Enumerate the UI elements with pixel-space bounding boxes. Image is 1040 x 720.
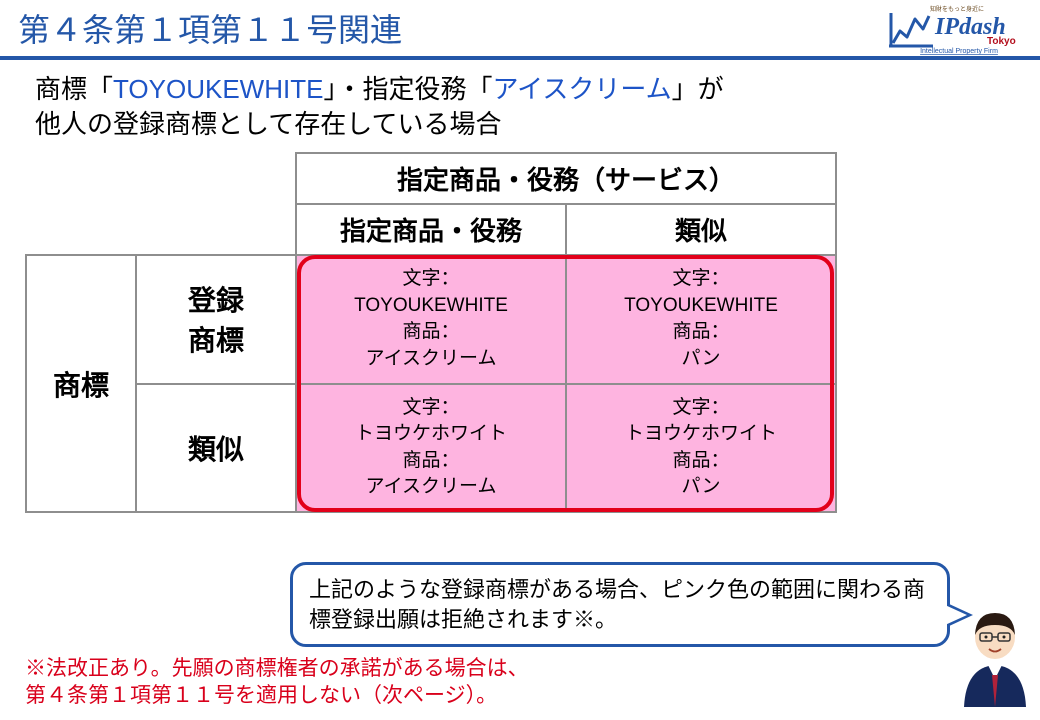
brand-logo: 知財をもっと身近に IPdash Tokyo Intellectual Prop… [885,1,1030,56]
comparison-table-wrap: 指定商品・役務（サービス） 指定商品・役務 類似 商標 登録 商標 文字： TO… [25,152,835,513]
cell-moji-label: 文字： [402,397,459,418]
table-cell: 文字： TOYOUKEWHITE 商品： アイスクリーム [296,255,566,383]
desc-prefix: 商標「 [35,74,113,104]
footnote: ※法改正あり。先願の商標権者の承諾がある場合は、 第４条第１項第１１号を適用しな… [25,655,529,710]
comparison-table: 指定商品・役務（サービス） 指定商品・役務 類似 商標 登録 商標 文字： TO… [25,152,837,513]
desc-mid2: 」が [672,74,724,104]
header: 第４条第１項第１１号関連 知財をもっと身近に IPdash Tokyo Inte… [0,0,1040,60]
footnote-text: ※法改正あり。先願の商標権者の承諾がある場合は、 第４条第１項第１１号を適用しな… [25,657,529,707]
table-cell: 文字： トヨウケホワイト 商品： アイスクリーム [296,384,566,512]
logo-sub: Tokyo [987,36,1016,47]
cell-item: アイスクリーム [366,476,497,497]
speech-bubble: 上記のような登録商標がある場合、ピンク色の範囲に関わる商標登録出願は拒絶されます… [290,562,950,647]
logo-footer: Intellectual Property Firm [920,48,998,55]
page-title: 第４条第１項第１１号関連 [10,5,402,51]
logo-tagline: 知財をもっと身近に [930,5,984,13]
desc-mid1: 」・指定役務「 [323,74,492,104]
cell-item-label: 商品： [402,321,459,342]
cell-moji-label: 文字： [402,268,459,289]
avatar-icon [956,607,1034,707]
empty-corner [26,153,296,255]
desc-line2: 他人の登録商標として存在している場合 [35,109,501,139]
col-header: 指定商品・役務 [296,204,566,255]
row-header: 類似 [136,384,296,512]
scenario-description: 商標「TOYOUKEWHITE」・指定役務「アイスクリーム」が 他人の登録商標と… [35,72,1040,142]
table-cell: 文字： TOYOUKEWHITE 商品： パン [566,255,836,383]
desc-tm-name: TOYOUKEWHITE [113,74,323,104]
table-row: 商標 登録 商標 文字： TOYOUKEWHITE 商品： アイスクリーム 文字… [26,255,836,383]
cell-moji-label: 文字： [673,268,730,289]
table-row: 類似 文字： トヨウケホワイト 商品： アイスクリーム 文字： トヨウケホワイト… [26,384,836,512]
ipdash-logo-icon: 知財をもっと身近に IPdash Tokyo Intellectual Prop… [885,1,1030,56]
cell-moji: TOYOUKEWHITE [354,295,508,316]
row-header: 登録 商標 [136,255,296,383]
col-group-header: 指定商品・役務（サービス） [296,153,836,204]
table-row: 指定商品・役務（サービス） [26,153,836,204]
cell-moji: TOYOUKEWHITE [624,295,778,316]
table-cell: 文字： トヨウケホワイト 商品： パン [566,384,836,512]
col-header: 類似 [566,204,836,255]
cell-item-label: 商品： [673,450,730,471]
desc-service: アイスクリーム [492,74,671,104]
row-header-text: 登録 商標 [188,285,244,356]
speech-text: 上記のような登録商標がある場合、ピンク色の範囲に関わる商標登録出願は拒絶されます… [309,577,925,632]
cell-moji: トヨウケホワイト [625,423,777,444]
cell-item: パン [682,476,721,497]
cell-item: アイスクリーム [366,348,497,369]
cell-item-label: 商品： [673,321,730,342]
cell-moji-label: 文字： [673,397,730,418]
cell-item: パン [682,348,721,369]
avatar [956,607,1034,712]
cell-moji: トヨウケホワイト [355,423,507,444]
cell-item-label: 商品： [402,450,459,471]
row-group-header: 商標 [26,255,136,512]
